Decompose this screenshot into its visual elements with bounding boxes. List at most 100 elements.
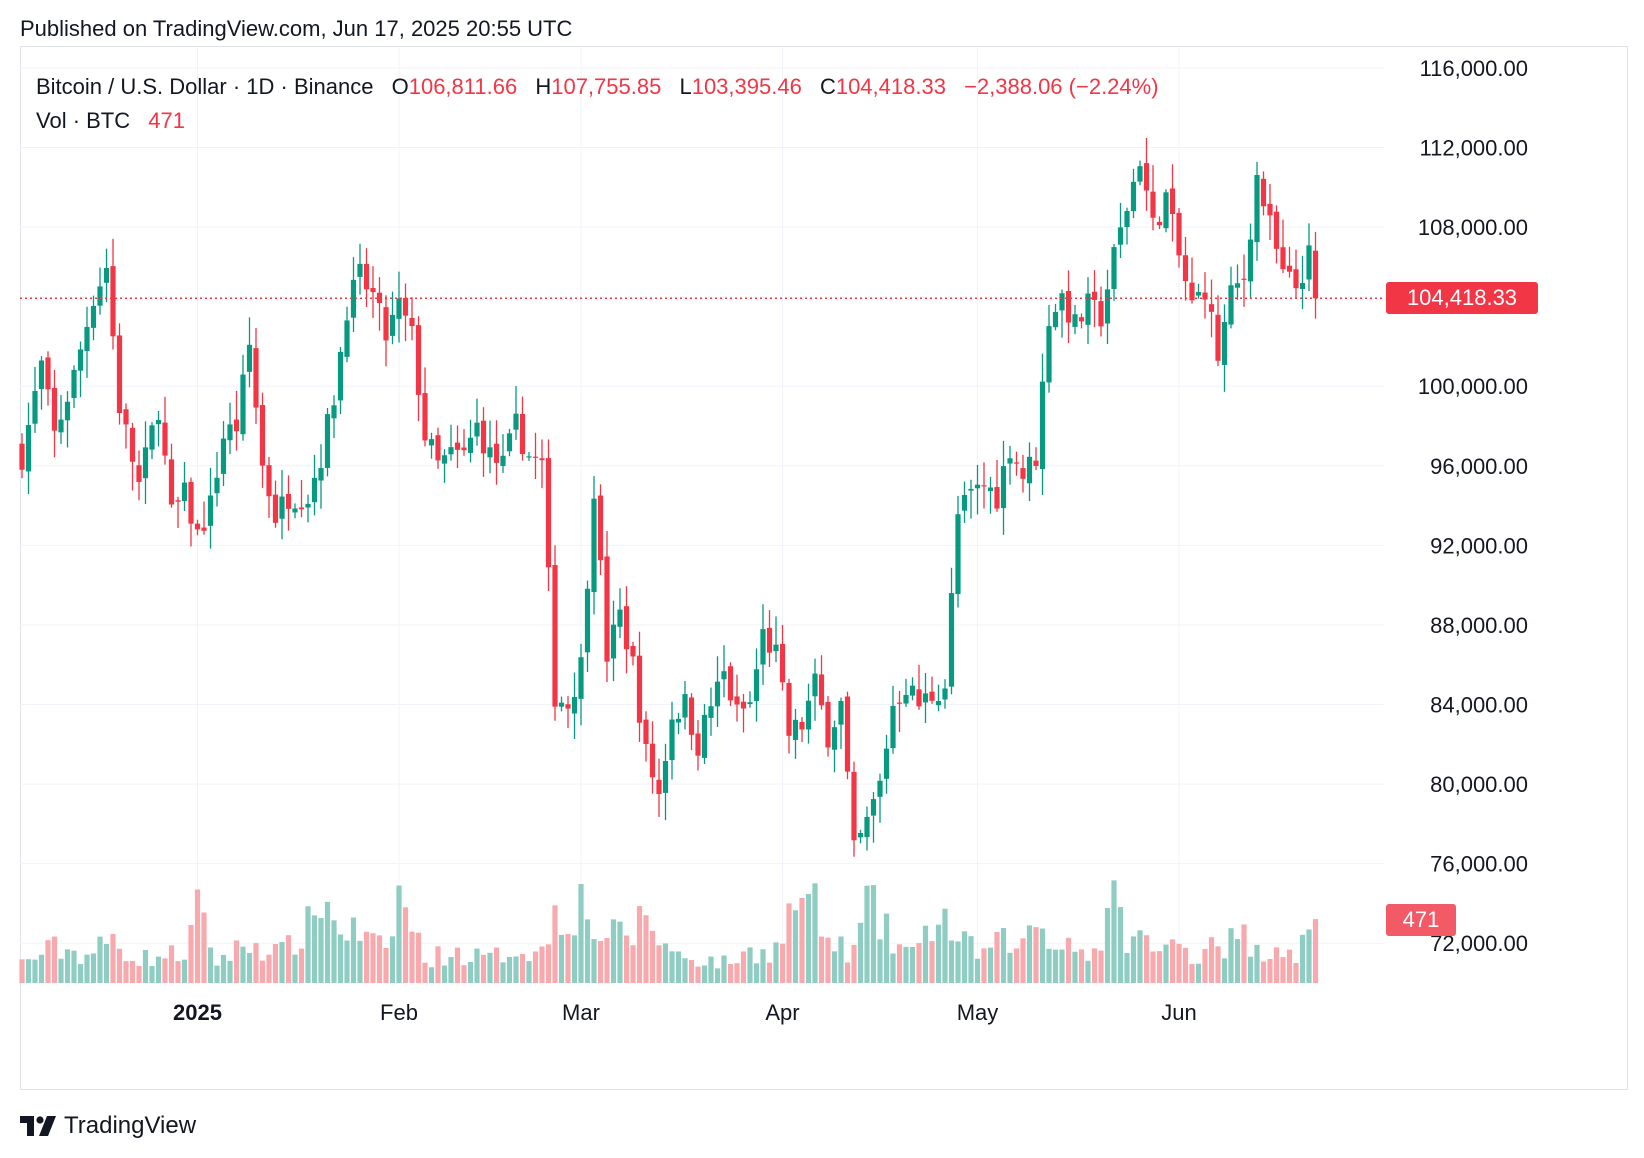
y-tick-label: 116,000.00 — [1420, 56, 1528, 81]
candle-body — [766, 627, 773, 653]
volume-label[interactable]: Vol · BTC — [36, 108, 131, 133]
candle-body — [422, 393, 428, 441]
volume-bar — [1026, 925, 1033, 983]
candle-body — [1260, 178, 1267, 207]
volume-bar — [753, 963, 760, 983]
candle-body — [1143, 163, 1150, 191]
candle-body — [194, 523, 201, 530]
volume-bar — [71, 950, 77, 983]
volume-bar — [324, 901, 331, 983]
candle-body — [1117, 227, 1124, 245]
candle-body — [370, 287, 376, 293]
volume-bar — [630, 945, 636, 983]
volume-bar — [487, 952, 493, 983]
volume-bar — [1117, 907, 1124, 983]
candle-body — [890, 705, 896, 749]
candle-body — [259, 405, 266, 466]
volume-bar — [1065, 937, 1072, 983]
volume-bar — [942, 908, 948, 983]
candle-body — [805, 700, 812, 730]
candle-body — [162, 422, 168, 456]
volume-bar — [922, 925, 929, 983]
volume-bar — [298, 948, 305, 983]
volume-bar — [136, 965, 142, 983]
volume-bar — [597, 941, 604, 983]
volume-bar — [1078, 949, 1085, 983]
candle-body — [773, 644, 779, 652]
symbol-label[interactable]: Bitcoin / U.S. Dollar · 1D · Binance — [36, 74, 374, 99]
volume-bar — [773, 942, 779, 983]
candle-body — [90, 305, 97, 328]
chart-frame[interactable] — [20, 46, 1628, 1090]
x-tick-label: Mar — [562, 1000, 600, 1025]
candle-body — [981, 485, 987, 487]
volume-bar — [64, 949, 71, 983]
volume-bar — [311, 915, 318, 983]
time-axis: 2025 Feb Mar Apr May Jun — [173, 1000, 1197, 1025]
candle-body — [727, 666, 734, 701]
candle-body — [1169, 188, 1176, 215]
candle-body — [1150, 191, 1156, 218]
price-axis: 116,000.00 112,000.00 108,000.00 100,000.00… — [1418, 56, 1528, 956]
volume-bar — [1150, 951, 1156, 983]
volume-bar — [1000, 927, 1007, 983]
volume-bar — [968, 936, 974, 983]
candle-body — [552, 565, 558, 707]
candle-body — [1228, 285, 1234, 325]
volume-bar — [675, 951, 682, 983]
tradingview-logo[interactable]: TradingView — [20, 1112, 196, 1140]
volume-bar — [1208, 937, 1215, 983]
candle-body — [649, 743, 656, 778]
volume-bar — [883, 913, 890, 983]
volume-bar — [1254, 944, 1260, 983]
volume-bar — [272, 944, 279, 983]
volume-bar — [1260, 961, 1267, 983]
candle-body — [532, 456, 539, 458]
candle-body — [1046, 326, 1052, 383]
candle-body — [292, 508, 298, 513]
candle-body — [467, 437, 474, 453]
candle-body — [1273, 211, 1280, 249]
candle-body — [1221, 322, 1228, 365]
candle-body — [123, 409, 129, 425]
chart-legend: Bitcoin / U.S. Dollar · 1D · Binance O10… — [36, 70, 1159, 138]
volume-bar — [981, 948, 987, 983]
candle-body — [597, 495, 604, 561]
candle-body — [318, 468, 324, 481]
volume-bar — [506, 956, 513, 983]
volume-bar — [1039, 928, 1046, 983]
candle-body — [58, 419, 64, 433]
ohlc-row: Bitcoin / U.S. Dollar · 1D · Binance O10… — [36, 70, 1159, 104]
volume-bar — [825, 937, 831, 983]
candle-body — [734, 696, 740, 705]
candle-body — [669, 719, 675, 761]
candle-body — [896, 702, 903, 704]
candle-body — [792, 719, 799, 740]
volume-bar — [123, 961, 129, 983]
volume-bar — [1182, 947, 1189, 983]
candle-body — [435, 435, 441, 461]
candle-body — [1085, 293, 1091, 325]
volume-bar — [402, 907, 409, 983]
candle-body — [253, 348, 259, 408]
candle-body — [877, 780, 883, 797]
volume-bar — [162, 958, 168, 983]
candle-body — [1189, 282, 1195, 301]
candle-body — [1176, 212, 1182, 256]
candle-body — [1156, 221, 1163, 226]
candle-body — [448, 447, 454, 455]
volume-bar — [45, 940, 51, 983]
candle-body — [883, 748, 890, 779]
candle-body — [181, 482, 188, 502]
volume-bar — [786, 903, 792, 983]
volume-bar — [116, 948, 123, 983]
candle-body — [32, 390, 38, 424]
candle-body — [630, 645, 636, 657]
candle-body — [461, 447, 467, 451]
volume-bar — [929, 941, 935, 983]
candle-body — [19, 443, 25, 470]
volume-bar — [1247, 956, 1254, 983]
y-tick-label: 108,000.00 — [1418, 215, 1528, 240]
candle-body — [493, 443, 500, 463]
